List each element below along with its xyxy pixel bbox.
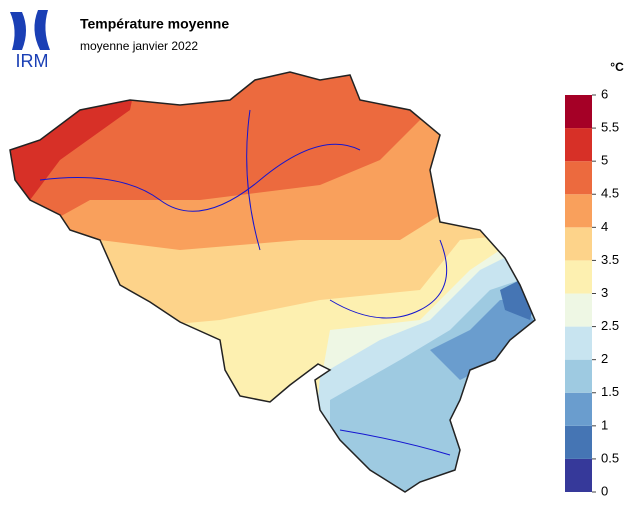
border: [9, 71, 536, 493]
legend-bin: [565, 161, 592, 195]
legend-tick-label: 2: [601, 351, 608, 366]
legend-tick-label: 3.5: [601, 252, 619, 267]
legend-bin: [565, 95, 592, 129]
legend-bin: [565, 293, 592, 327]
legend-tick-label: 2.5: [601, 318, 619, 333]
legend-unit: °C: [610, 60, 624, 74]
legend-tick-label: 0.5: [601, 450, 619, 465]
legend-tick-label: 6: [601, 86, 608, 101]
legend-bin: [565, 359, 592, 393]
legend-bin: [565, 194, 592, 228]
legend: 0 0.5 1 1.5 2 2.5 3 3.5 4 4.5 5 5.5 6: [565, 86, 619, 498]
legend-bin: [565, 326, 592, 360]
legend-tick-label: 1: [601, 417, 608, 432]
legend-tick-label: 3: [601, 285, 608, 300]
legend-tick-label: 4: [601, 219, 608, 234]
legend-bin: [565, 260, 592, 294]
legend-bin: [565, 392, 592, 426]
legend-tick-label: 5: [601, 153, 608, 168]
legend-bin: [565, 458, 592, 492]
legend-tick-label: 5.5: [601, 120, 619, 135]
map: [10, 72, 535, 492]
title: Température moyenne: [80, 16, 229, 32]
legend-bin: [565, 227, 592, 261]
subtitle: moyenne janvier 2022: [80, 39, 198, 53]
logo: IRM: [10, 10, 50, 71]
legend-tick-label: 1.5: [601, 384, 619, 399]
legend-tick-label: 0: [601, 483, 608, 498]
legend-tick-label: 4.5: [601, 186, 619, 201]
legend-bin: [565, 128, 592, 162]
logo-text: IRM: [16, 51, 49, 71]
legend-bin: [565, 425, 592, 459]
rivers: [39, 109, 451, 456]
